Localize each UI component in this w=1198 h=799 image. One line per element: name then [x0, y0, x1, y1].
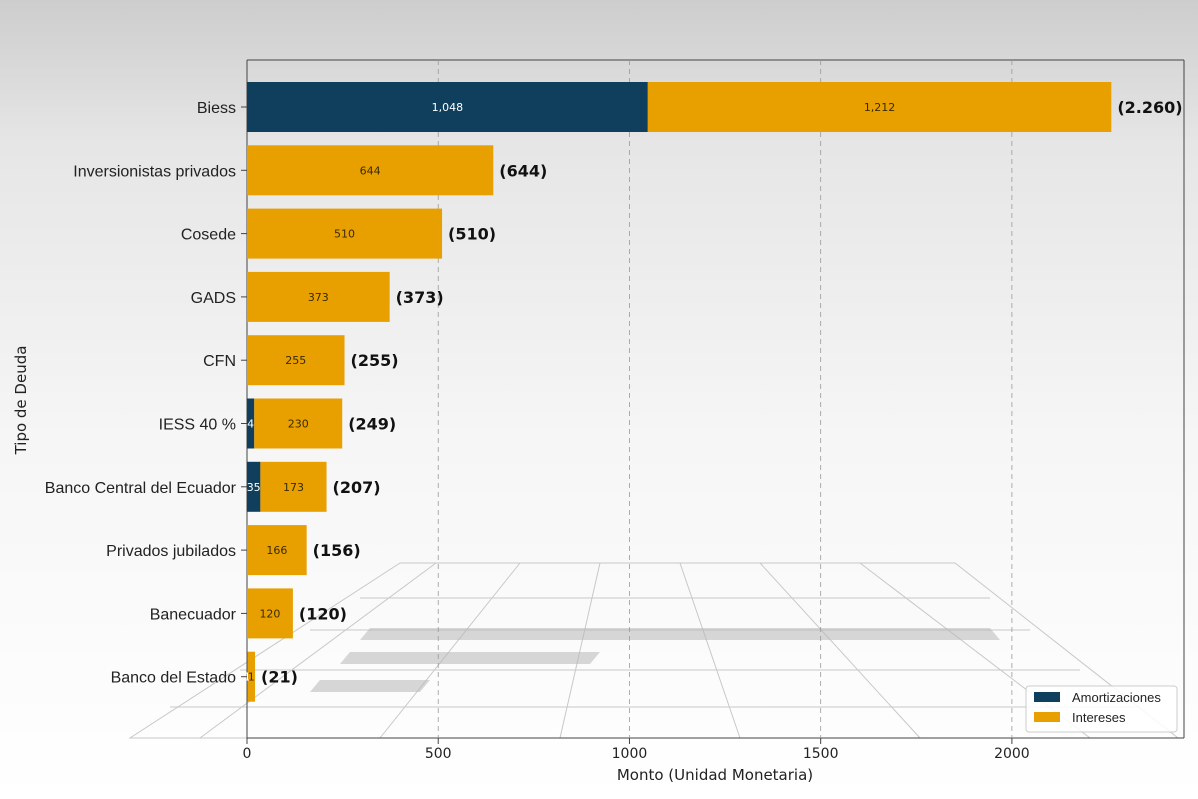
segment-labels: 1,048 1,212 644 510 373 255 4 230 35 173 166 120 11: [244, 101, 896, 684]
category-label-biess: Biess: [197, 100, 236, 117]
bar-amortizaciones-biess: [247, 82, 648, 132]
segment-label-amortizaciones-banco-del-estado: 1: [244, 671, 251, 684]
total-label-banco-del-estado: (21): [261, 668, 298, 687]
category-label-banecuador: Banecuador: [150, 606, 237, 623]
bar-intereses-gads: [247, 271, 390, 322]
total-label-inversionistas-privados: (644): [499, 161, 547, 180]
segment-label-intereses-biess: 1,212: [864, 101, 896, 114]
bar-intereses-privados-jubilados: [247, 525, 307, 576]
bar-intereses-cfn: [247, 335, 345, 386]
category-label-cosede: Cosede: [181, 227, 236, 244]
segment-label-intereses-cfn: 255: [285, 354, 306, 367]
segment-label-intereses-banco-central-del-ecuador: 173: [283, 481, 304, 494]
legend: Amortizaciones Intereses: [1025, 685, 1178, 733]
x-tick-label-500: 500: [425, 746, 452, 762]
legend-label-intereses: Intereses: [1072, 710, 1126, 725]
total-label-banco-central-del-ecuador: (207): [333, 478, 381, 497]
bar-intereses-banco-central-del-ecuador: [260, 461, 327, 512]
bar-amortizaciones-banco-central-del-ecuador: [247, 461, 261, 512]
category-label-iess-40: IESS 40 %: [159, 417, 236, 434]
total-label-banecuador: (120): [299, 604, 347, 623]
bar-intereses-banecuador: [247, 588, 293, 639]
bar-amortizaciones-banco-del-estado: [247, 651, 248, 702]
category-label-privados-jubilados: Privados jubilados: [106, 543, 236, 560]
total-label-iess-40: (249): [348, 415, 396, 434]
category-label-banco-del-estado: Banco del Estado: [111, 670, 237, 687]
floor-shadow: [310, 628, 1000, 692]
x-tick-labels: 0 500 1000 1500 2000: [243, 738, 1030, 762]
bar-intereses-biess: [647, 82, 1112, 132]
legend-swatch-intereses: [1034, 712, 1060, 722]
x-axis-title: Monto (Unidad Monetaria): [617, 766, 813, 784]
segment-label-amortizaciones-iess-40: 4: [247, 418, 254, 431]
segment-label-intereses-banecuador: 120: [259, 607, 280, 620]
bar-intereses-inversionistas-privados: [247, 145, 494, 196]
segment-label-intereses-cosede: 510: [334, 228, 355, 241]
bar-amortizaciones-iess-40: [247, 398, 255, 449]
x-tick-label-2000: 2000: [994, 746, 1030, 762]
segment-label-intereses-gads: 373: [308, 291, 329, 304]
bar-intereses-cosede: [247, 208, 443, 259]
bar-intereses-iess-40: [254, 398, 343, 449]
segment-label-intereses-inversionistas-privados: 644: [360, 164, 381, 177]
segment-label-amortizaciones-banco-central-del-ecuador: 35: [247, 481, 261, 494]
y-axis-title: Tipo de Deuda: [12, 346, 30, 456]
total-label-cfn: (255): [351, 351, 399, 370]
total-label-cosede: (510): [448, 225, 496, 244]
x-tick-label-1000: 1000: [612, 746, 648, 762]
category-labels: Biess Inversionistas privados Cosede GADS CF…: [45, 100, 247, 687]
legend-box: [1025, 685, 1178, 733]
bar-intereses-banco-del-estado: [247, 651, 256, 702]
category-label-gads: GADS: [191, 290, 236, 307]
x-tick-label-1500: 1500: [803, 746, 839, 762]
category-label-inversionistas-privados: Inversionistas privados: [73, 163, 236, 180]
category-label-cfn: CFN: [203, 353, 236, 370]
segment-label-intereses-iess-40: 230: [288, 418, 309, 431]
total-label-privados-jubilados: (156): [313, 541, 361, 560]
segment-label-intereses-banco-del-estado: 1: [248, 671, 255, 684]
category-label-banco-central-del-ecuador: Banco Central del Ecuador: [45, 480, 237, 497]
segment-label-intereses-privados-jubilados: 166: [266, 544, 287, 557]
total-label-biess: (2.260): [1117, 98, 1182, 117]
legend-label-amortizaciones: Amortizaciones: [1072, 690, 1161, 705]
bars: [247, 82, 1112, 702]
x-tick-label-0: 0: [243, 746, 252, 762]
total-label-gads: (373): [396, 288, 444, 307]
legend-swatch-amortizaciones: [1034, 692, 1060, 702]
total-labels: (2.260) (644) (510) (373) (255) (249) (207) (15…: [261, 98, 1183, 687]
segment-label-amortizaciones-biess: 1,048: [432, 101, 464, 114]
